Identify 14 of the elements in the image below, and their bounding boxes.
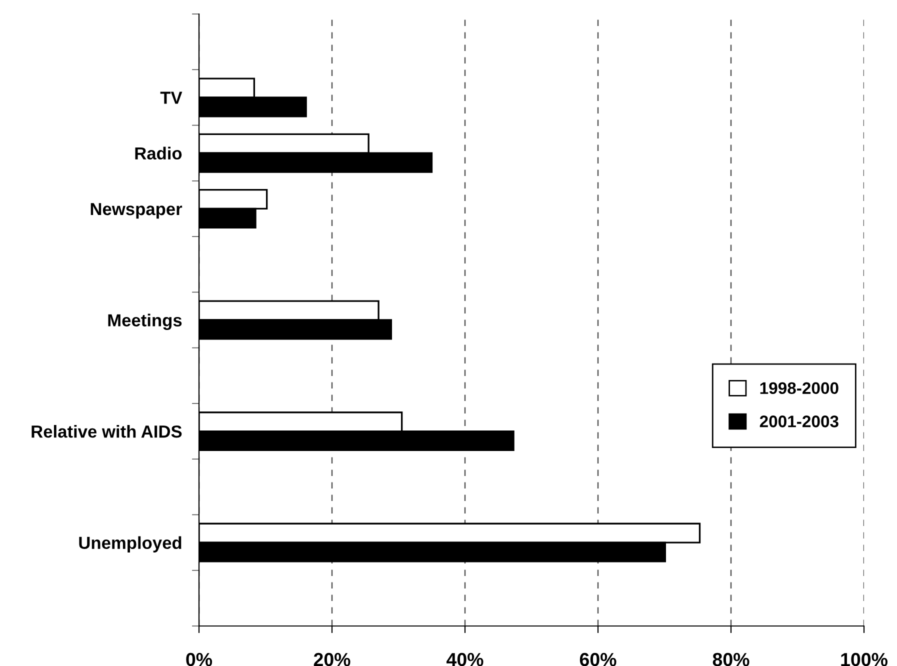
- x-tick-label: 40%: [446, 652, 484, 666]
- y-tick-label: Relative with AIDS: [32, 424, 182, 438]
- x-tick-label: 60%: [580, 652, 616, 666]
- x-tick-label: 0%: [186, 652, 212, 666]
- x-tick-label: 20%: [314, 652, 350, 666]
- x-tick-label: 100%: [841, 652, 888, 666]
- y-tick-label: Newspaper: [90, 203, 182, 219]
- legend-label: 1998-2000: [760, 382, 838, 394]
- y-tick-label: TV: [160, 92, 182, 104]
- legend-label: 2001-2003: [760, 416, 838, 428]
- y-tick-label: Meetings: [108, 314, 182, 330]
- x-tick-label: 80%: [712, 652, 750, 666]
- y-tick-label: Radio: [135, 146, 182, 160]
- y-tick-label: Unemployed: [79, 536, 182, 552]
